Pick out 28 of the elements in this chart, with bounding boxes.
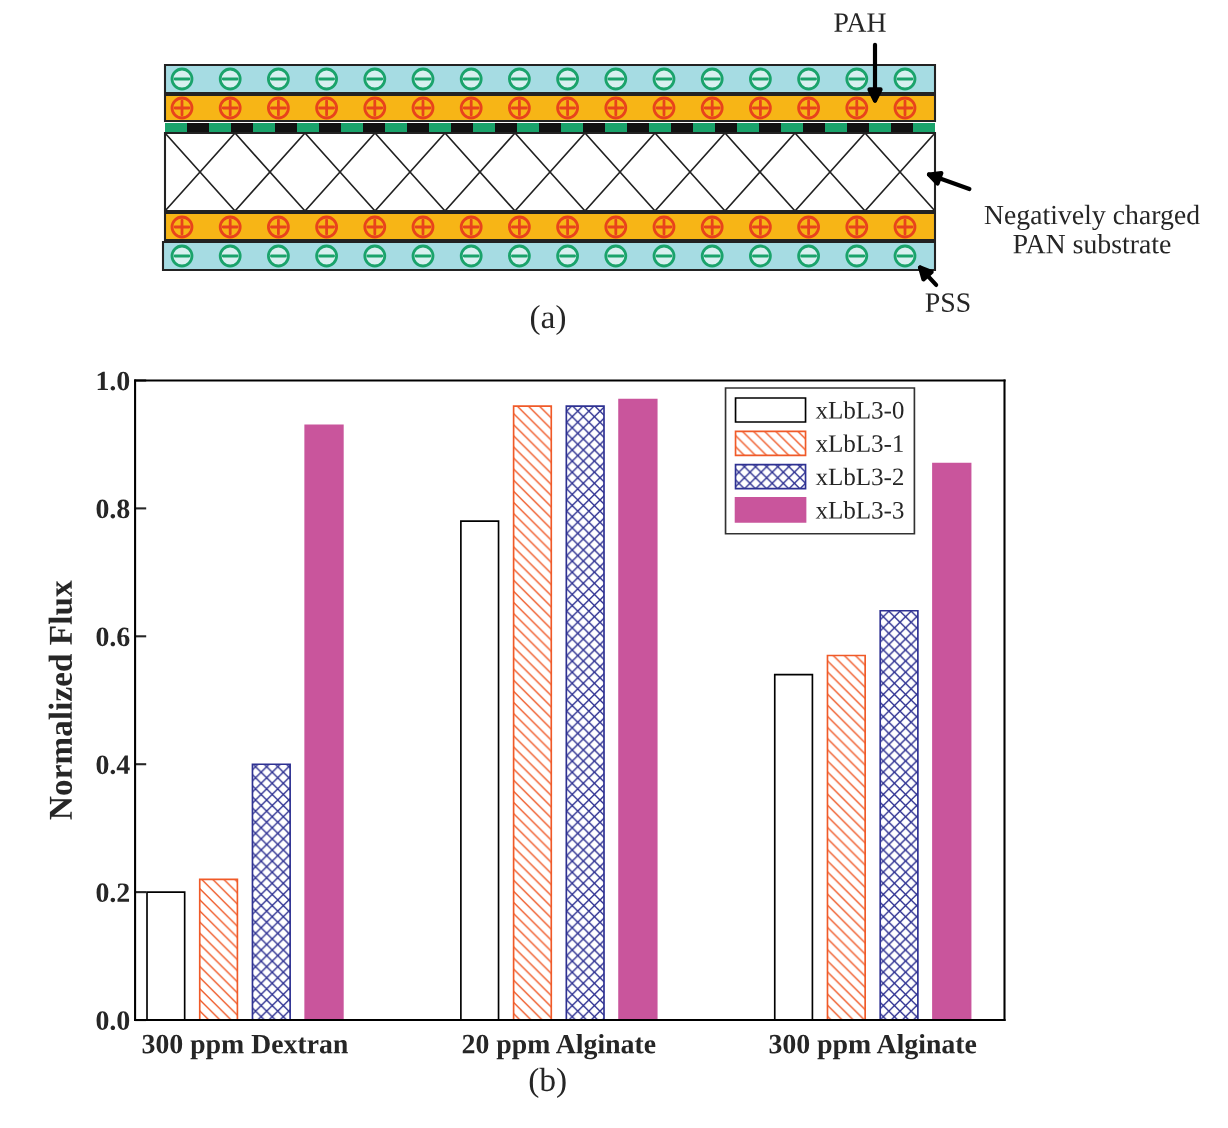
y-tick-label: 0.6 [96,627,130,647]
y-tick-label: 0.4 [96,755,130,775]
bar [512,405,553,1021]
x-tick-label: 300 ppm Alginate [769,1033,977,1060]
bar [618,398,658,1021]
bar [198,878,239,1021]
bar [932,462,972,1021]
legend-label: xLbL3-1 [815,434,903,453]
legend-label: xLbL3-0 [815,401,904,419]
x-tick-label: 300 ppm Dextran [142,1034,348,1060]
y-tick-label: 1.0 [97,371,130,391]
bar [879,609,919,1021]
legend-label: xLbL3-2 [815,467,904,486]
bar [304,424,344,1021]
y-tick-label: 0.2 [96,883,130,903]
text: PAH [834,13,886,32]
text: (a) [530,304,566,336]
y-tick-label: 0.0 [96,1011,130,1031]
text: Negatively charged PAN substrate [984,204,1200,254]
y-tick-label: 0.8 [96,499,130,519]
legend-label: xLbL3-3 [815,501,904,519]
bar [251,763,291,1021]
y-axis-title: Normalized Flux [48,580,73,820]
text: PSS [925,293,970,312]
bar [826,654,866,1021]
bar [565,405,605,1021]
text: (b) [529,1067,566,1098]
x-tick-label: 20 ppm Alginate [462,1033,656,1060]
